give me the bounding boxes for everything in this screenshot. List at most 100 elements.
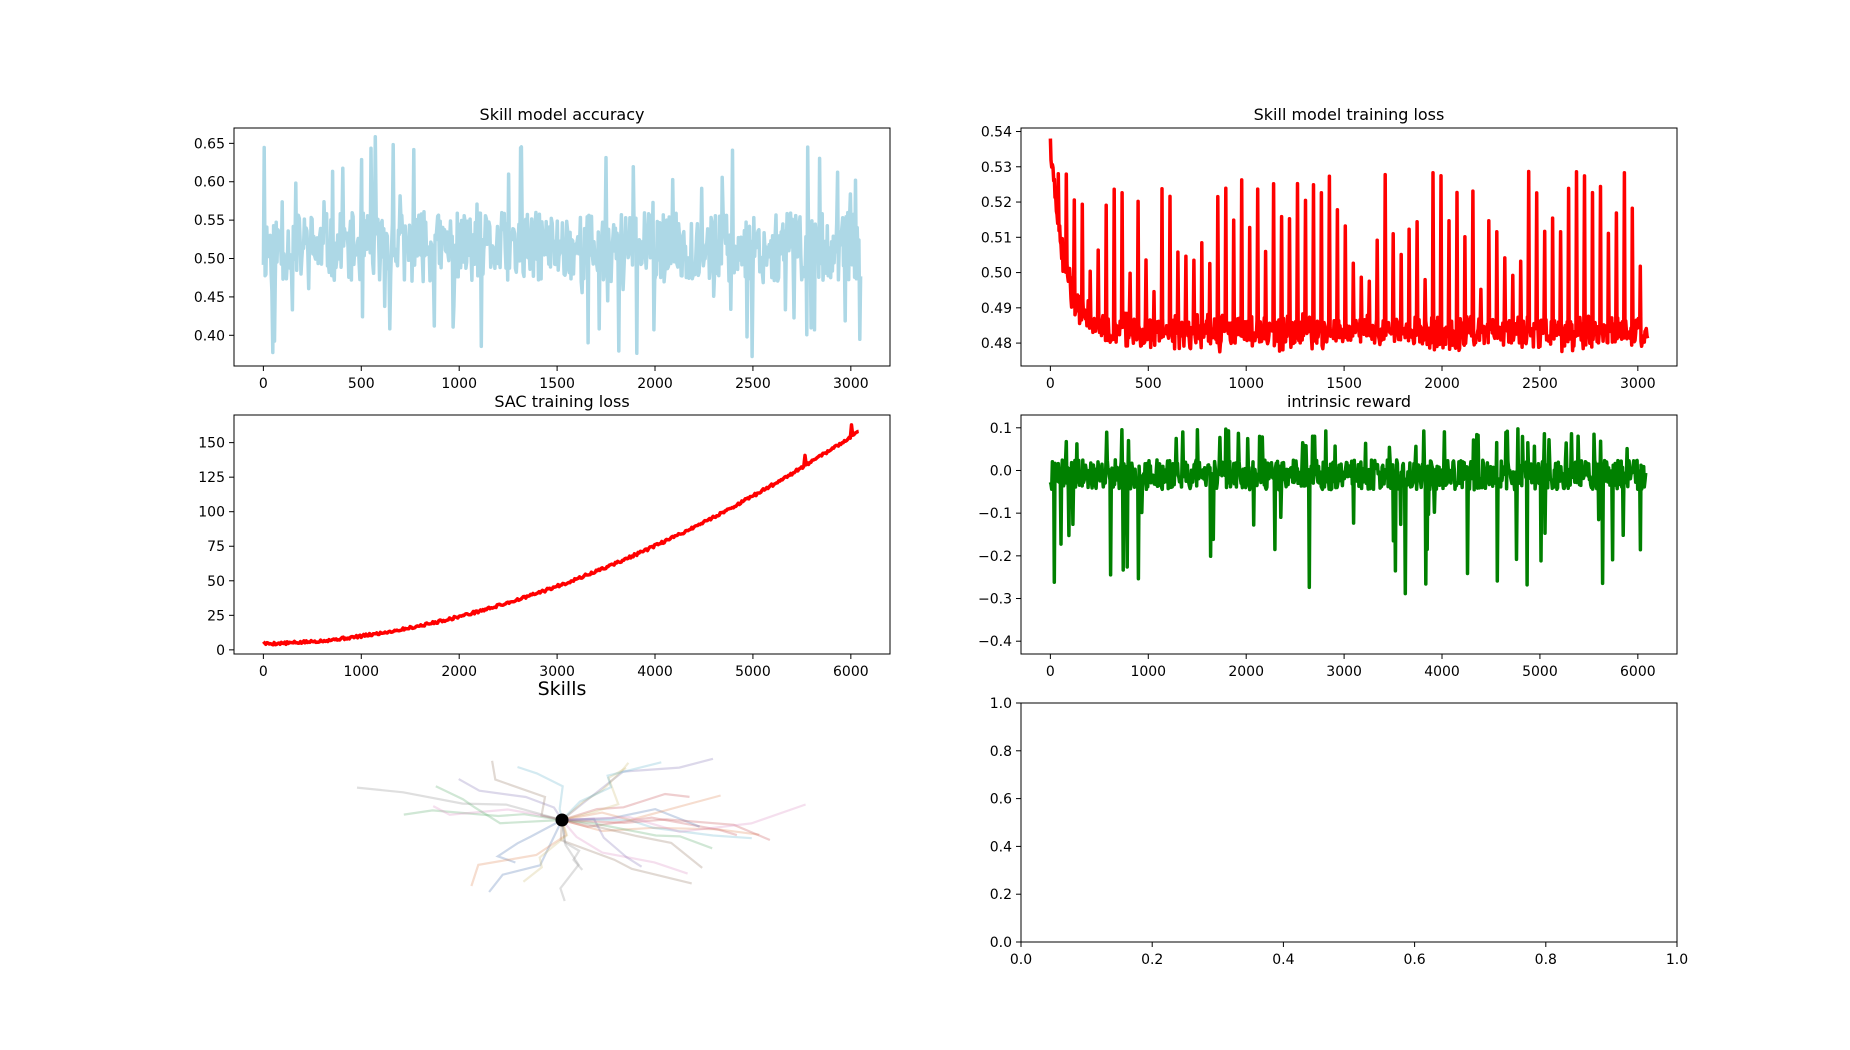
skill-trajectory bbox=[561, 818, 752, 840]
y-tick-label: 0.50 bbox=[194, 252, 225, 268]
x-tick-label: 2000 bbox=[1228, 664, 1264, 680]
y-tick-label: 0.40 bbox=[194, 328, 225, 344]
y-tick-label: 0.52 bbox=[981, 195, 1012, 211]
plot-frame bbox=[233, 414, 891, 655]
skill-trajectory bbox=[561, 767, 627, 822]
skill-trajectory bbox=[560, 819, 584, 871]
y-tick-label: 100 bbox=[198, 505, 225, 521]
x-tick-label: 3000 bbox=[1326, 664, 1362, 680]
y-tick-label: 0.55 bbox=[194, 213, 225, 229]
plot-title: SAC training loss bbox=[494, 392, 629, 411]
skill-trajectory bbox=[517, 765, 564, 821]
origin-marker bbox=[555, 813, 569, 827]
y-tick-label: 0.2 bbox=[990, 887, 1012, 903]
skill-trajectory bbox=[561, 761, 662, 821]
skill-trajectory bbox=[561, 818, 771, 842]
x-tick-label: 1.0 bbox=[1666, 952, 1688, 968]
x-tick-label: 1500 bbox=[539, 376, 575, 392]
skill-trajectory bbox=[403, 809, 563, 822]
skill-trajectory bbox=[559, 819, 580, 902]
y-tick-label: 0.0 bbox=[990, 463, 1012, 479]
y-tick-label: 0.53 bbox=[981, 160, 1012, 176]
skill-trajectory bbox=[561, 792, 690, 822]
skill-trajectory bbox=[495, 819, 563, 864]
skill-trajectory bbox=[491, 760, 563, 822]
x-tick-label: 3000 bbox=[1620, 376, 1656, 392]
y-tick-label: 0.48 bbox=[981, 336, 1012, 352]
x-tick-label: 6000 bbox=[1620, 664, 1656, 680]
plot-frame bbox=[1020, 127, 1678, 367]
y-tick-label: 0.54 bbox=[981, 125, 1012, 141]
y-tick-label: 0.4 bbox=[990, 839, 1012, 855]
series-line bbox=[1048, 138, 1650, 354]
x-tick-label: 2000 bbox=[1424, 376, 1460, 392]
y-tick-label: 125 bbox=[198, 470, 225, 486]
skill-trajectory bbox=[561, 757, 714, 821]
plot-frame bbox=[1020, 702, 1678, 943]
x-tick-label: 0.2 bbox=[1141, 952, 1163, 968]
x-tick-label: 1000 bbox=[1228, 376, 1264, 392]
y-tick-label: 150 bbox=[198, 436, 225, 452]
plot-frame bbox=[233, 127, 891, 367]
x-tick-label: 4000 bbox=[637, 664, 673, 680]
skill-trajectory bbox=[488, 819, 563, 893]
skill-trajectory bbox=[356, 786, 563, 822]
intrinsic-reward-plot: intrinsic reward 0 1000 2000 3000 4000 5000 600… bbox=[978, 392, 1678, 680]
y-tick-label: 0.6 bbox=[990, 792, 1012, 808]
y-tick-label: 75 bbox=[207, 539, 225, 555]
x-tick-label: 2500 bbox=[735, 376, 771, 392]
skill-trajectory bbox=[561, 794, 721, 822]
x-tick-label: 0 bbox=[259, 376, 268, 392]
x-tick-label: 1500 bbox=[1326, 376, 1362, 392]
y-tick-label: 0.8 bbox=[990, 744, 1012, 760]
y-tick-label: 0.0 bbox=[990, 935, 1012, 951]
y-tick-label: 50 bbox=[207, 574, 225, 590]
x-tick-label: 0 bbox=[1046, 376, 1055, 392]
skill-trajectory bbox=[561, 816, 738, 837]
skill-trajectory bbox=[561, 819, 688, 875]
skill-trajectory bbox=[559, 819, 692, 885]
skill-trajectory bbox=[470, 819, 568, 887]
skill-trajectory bbox=[458, 778, 563, 821]
plot-frame bbox=[1020, 414, 1678, 655]
y-tick-label: 25 bbox=[207, 608, 225, 624]
series-line bbox=[262, 423, 860, 647]
y-tick-label: 0.1 bbox=[990, 421, 1012, 437]
y-tick-label: 0.60 bbox=[194, 175, 225, 191]
y-tick-label: −0.3 bbox=[978, 592, 1012, 608]
x-tick-label: 500 bbox=[1135, 376, 1162, 392]
skill-trajectory bbox=[561, 817, 643, 868]
x-tick-label: 3000 bbox=[833, 376, 869, 392]
skill-trajectory bbox=[435, 785, 563, 825]
skill-trajectory bbox=[561, 818, 703, 869]
skill-trajectory bbox=[561, 762, 630, 821]
y-tick-label: 0.45 bbox=[194, 290, 225, 306]
x-tick-label: 500 bbox=[348, 376, 375, 392]
x-tick-label: 6000 bbox=[833, 664, 869, 680]
x-tick-label: 0 bbox=[259, 664, 268, 680]
x-tick-label: 5000 bbox=[735, 664, 771, 680]
y-tick-label: 1.0 bbox=[990, 696, 1012, 712]
plot-title: Skill model accuracy bbox=[480, 105, 645, 124]
x-tick-label: 0.4 bbox=[1272, 952, 1294, 968]
series-line bbox=[261, 135, 863, 359]
x-tick-label: 5000 bbox=[1522, 664, 1558, 680]
y-tick-label: −0.1 bbox=[978, 506, 1012, 522]
x-tick-label: 2000 bbox=[441, 664, 477, 680]
x-tick-label: 1000 bbox=[1130, 664, 1166, 680]
y-tick-label: −0.2 bbox=[978, 549, 1012, 565]
skills-plot: Skills bbox=[356, 678, 806, 902]
x-tick-label: 3000 bbox=[539, 664, 575, 680]
x-tick-label: 2500 bbox=[1522, 376, 1558, 392]
x-tick-label: 0.0 bbox=[1010, 952, 1032, 968]
x-tick-label: 2000 bbox=[637, 376, 673, 392]
x-tick-label: 0.8 bbox=[1535, 952, 1557, 968]
x-tick-label: 0 bbox=[1046, 664, 1055, 680]
empty-plot: 0.0 0.2 0.4 0.6 0.8 1.0 0.0 0.2 0.4 0.6 0.8 1.0 bbox=[990, 696, 1688, 968]
skill-trajectory bbox=[561, 803, 806, 833]
plot-title: Skill model training loss bbox=[1254, 105, 1445, 124]
plot-title: intrinsic reward bbox=[1287, 392, 1411, 411]
series-line bbox=[1048, 427, 1648, 596]
skill-accuracy-plot: Skill model accuracy 0 500 1000 1500 2000 2500… bbox=[194, 105, 891, 392]
